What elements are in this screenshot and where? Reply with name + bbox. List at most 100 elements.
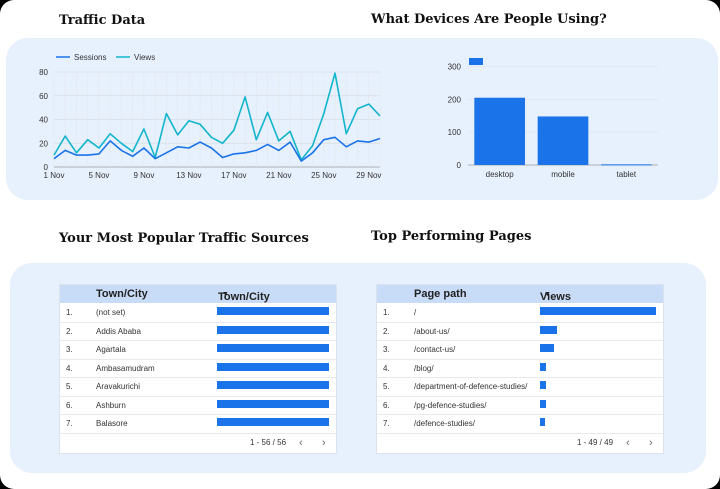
y-tick-label: 80 (39, 68, 48, 77)
next-page-icon[interactable]: › (649, 437, 653, 449)
table-row[interactable]: 1. / (377, 303, 663, 323)
table-header: Page path Views ▼ (377, 285, 663, 303)
table-header: Town/City Town/City ▼ (60, 285, 336, 303)
value-bar (540, 307, 656, 315)
x-tick-label: 29 Nov (356, 171, 381, 180)
y-tick-label: 0 (44, 163, 49, 172)
y-tick-label: 200 (448, 95, 462, 104)
column-header-page-path[interactable]: Page path (414, 288, 467, 300)
prev-page-icon[interactable]: ‹ (626, 437, 630, 449)
value-bar (217, 381, 329, 389)
y-tick-label: 40 (39, 116, 48, 125)
top-pages-table: Page path Views ▼ 1. / 2. /about-us/3. /conta… (376, 284, 664, 454)
value-bar (540, 362, 546, 371)
row-number: 3. (383, 345, 390, 354)
legend-label-0: Sessions (74, 53, 106, 62)
table-row[interactable]: 3. Agartala (60, 340, 336, 360)
traffic-line-chart: Sessions Views 0 20 40 60 80 1 Nov 5 Nov 9 Nov 13 … (39, 53, 381, 180)
table-row[interactable]: 2. /about-us/ (377, 322, 663, 341)
prev-page-icon[interactable]: ‹ (299, 437, 303, 449)
y-tick-label: 20 (39, 139, 48, 148)
x-tick-label: 21 Nov (266, 171, 291, 180)
table-row[interactable]: 3. /contact-us/ (377, 340, 663, 360)
sort-desc-icon: ▼ (544, 291, 551, 298)
value-bar (217, 307, 329, 315)
table-row[interactable]: 7. Balasore (60, 414, 336, 434)
x-category-label: tablet (617, 170, 637, 179)
legend-swatch (469, 58, 483, 65)
value-bar (540, 344, 554, 352)
x-tick-label: 17 Nov (221, 171, 246, 180)
pages-heading: Top Performing Pages (371, 229, 532, 244)
row-label: Ambasamudram (96, 363, 155, 373)
row-label: /contact-us/ (414, 345, 456, 354)
x-tick-label: 1 Nov (44, 171, 65, 180)
table-row[interactable]: 4. Ambasamudram (60, 359, 336, 378)
x-tick-label: 25 Nov (311, 171, 336, 180)
series-line-views (53, 72, 381, 161)
table-row[interactable]: 6. Ashburn (60, 396, 336, 415)
x-category-label: mobile (551, 170, 575, 179)
x-tick-label: 13 Nov (176, 171, 201, 180)
row-label: Ashburn (96, 400, 126, 410)
sort-desc-icon: ▼ (222, 291, 229, 298)
column-header-town[interactable]: Town/City (96, 288, 148, 300)
series-line-sessions (53, 136, 381, 162)
row-number: 7. (383, 419, 390, 428)
value-bar (540, 418, 545, 426)
value-bar (217, 418, 329, 426)
table-row[interactable]: 6. /pg-defence-studies/ (377, 396, 663, 415)
row-label: Agartala (96, 345, 126, 354)
row-number: 6. (66, 400, 73, 410)
value-bar (217, 325, 329, 334)
y-tick-label: 60 (39, 92, 48, 101)
row-label: /defence-studies/ (414, 419, 475, 428)
x-tick-label: 5 Nov (89, 171, 110, 180)
row-number: 6. (383, 400, 390, 410)
row-number: 1. (383, 308, 390, 317)
row-number: 3. (66, 345, 73, 354)
table-row[interactable]: 2. Addis Ababa (60, 322, 336, 341)
row-label: /pg-defence-studies/ (414, 400, 487, 410)
y-tick-label: 300 (448, 63, 462, 72)
row-number: 4. (66, 363, 73, 373)
row-label: Balasore (96, 419, 128, 428)
row-number: 5. (66, 382, 73, 391)
traffic-sources-table: Town/City Town/City ▼ 1. (not set) 2. Addis … (59, 284, 337, 454)
table-row[interactable]: 4. /blog/ (377, 359, 663, 378)
value-bar (540, 325, 558, 334)
row-number: 1. (66, 308, 73, 317)
bar-mobile[interactable] (537, 116, 589, 165)
bar-desktop[interactable] (474, 97, 525, 165)
row-number: 4. (383, 363, 390, 373)
bar-tablet[interactable] (601, 164, 652, 166)
legend-label-1: Views (134, 53, 155, 62)
value-bar (540, 381, 546, 389)
devices-bar-chart: 0 100 200 300 desktop mobile tablet (448, 58, 658, 179)
row-label: Addis Ababa (96, 326, 141, 336)
row-number: 2. (66, 326, 73, 336)
table-row[interactable]: 5. /department-of-defence-studies/ (377, 377, 663, 397)
x-category-label: desktop (486, 170, 515, 179)
value-bar (540, 399, 546, 408)
pagination-label: 1 - 49 / 49 (577, 438, 614, 447)
devices-heading: What Devices Are People Using? (371, 12, 607, 27)
y-tick-label: 100 (448, 128, 462, 137)
top-panel (6, 38, 718, 200)
value-bar (217, 362, 329, 371)
pagination-label: 1 - 56 / 56 (250, 438, 287, 447)
traffic-heading: Traffic Data (59, 13, 146, 28)
row-label: (not set) (96, 308, 126, 317)
row-label: Aravakurichi (96, 382, 141, 391)
next-page-icon[interactable]: › (322, 437, 326, 449)
row-number: 2. (383, 326, 390, 336)
row-number: 5. (383, 382, 390, 391)
table-row[interactable]: 5. Aravakurichi (60, 377, 336, 397)
table-row[interactable]: 7. /defence-studies/ (377, 414, 663, 434)
sources-heading: Your Most Popular Traffic Sources (59, 231, 309, 246)
row-label: /about-us/ (414, 326, 450, 336)
table-row[interactable]: 1. (not set) (60, 303, 336, 323)
x-tick-label: 9 Nov (133, 171, 154, 180)
row-label: /department-of-defence-studies/ (414, 382, 528, 391)
